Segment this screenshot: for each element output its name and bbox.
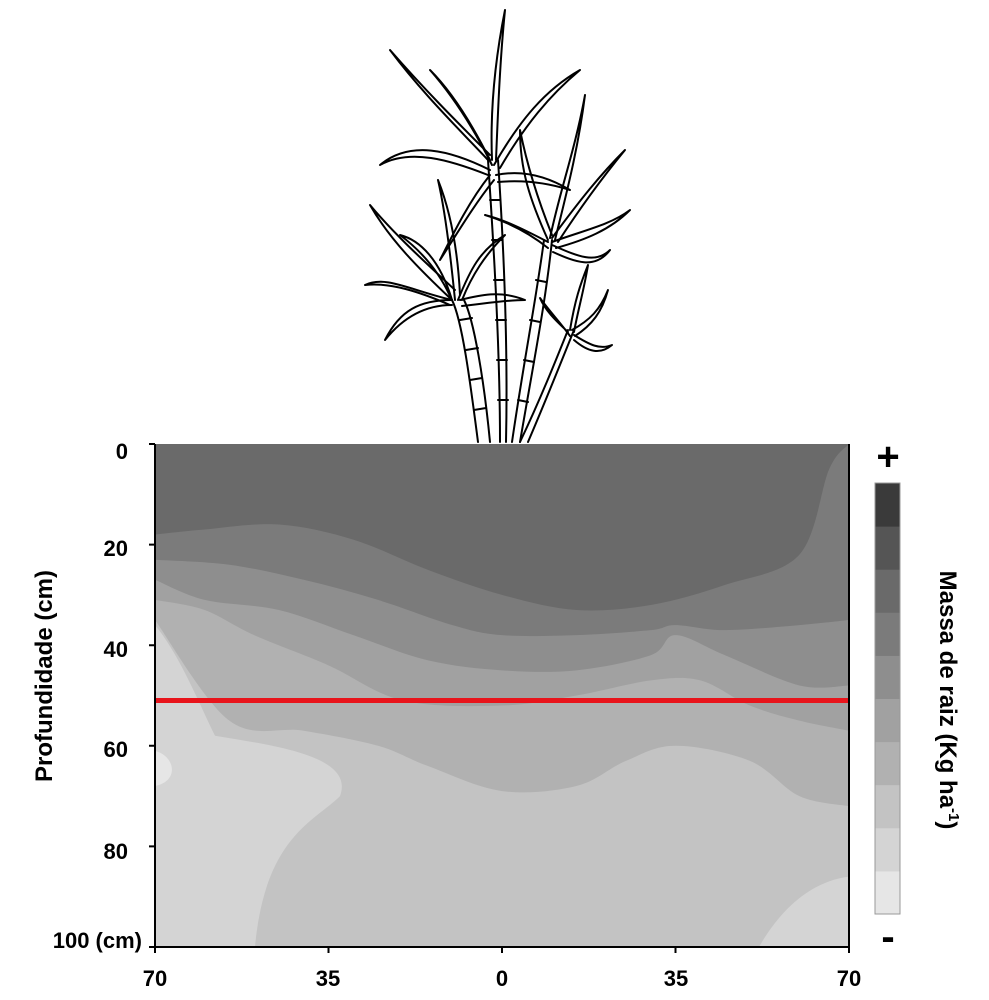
colorbar-level-3 — [875, 784, 900, 829]
colorbar-level-5 — [875, 698, 900, 743]
y-tick-labels: 0 20 40 60 80 100 (cm) — [53, 439, 142, 953]
colorbar-label-superscript: -1 — [945, 808, 962, 821]
root-mass-contour-plot — [155, 444, 849, 947]
contour-band-below-boundary-5 — [155, 620, 849, 947]
colorbar-level-7 — [875, 612, 900, 656]
colorbar-level-10 — [875, 483, 900, 527]
colorbar-level-2 — [875, 827, 900, 872]
colorbar-label-close: ) — [934, 821, 961, 829]
x-tick-left-70: 70 — [143, 966, 167, 991]
axes — [149, 443, 850, 953]
colorbar-label: Massa de raiz (Kg ha-1) — [934, 571, 962, 830]
light-patch-left — [155, 625, 342, 947]
colorbar-level-8 — [875, 569, 900, 613]
y-tick-80: 80 — [104, 839, 128, 864]
colorbar-level-9 — [875, 526, 900, 570]
y-axis-label: Profundidade (cm) — [31, 570, 58, 782]
y-tick-0: 0 — [116, 439, 128, 464]
colorbar — [874, 482, 901, 915]
sugarcane-plant-illustration — [364, 9, 631, 443]
colorbar-level-4 — [875, 741, 900, 786]
light-patch-bottom-right — [759, 876, 849, 947]
x-tick-labels: 70 35 0 35 70 — [143, 966, 861, 991]
colorbar-level-6 — [875, 655, 900, 699]
x-tick-0: 0 — [496, 966, 508, 991]
colorbar-plus-symbol: + — [876, 435, 899, 479]
x-tick-left-35: 35 — [316, 966, 340, 991]
colorbar-label-main: Massa de raiz (Kg ha — [934, 571, 961, 809]
y-tick-60: 60 — [104, 737, 128, 762]
x-tick-right-70: 70 — [837, 966, 861, 991]
colorbar-frame — [874, 482, 901, 915]
colorbar-level-1 — [875, 870, 900, 915]
colorbar-minus-symbol: - — [881, 915, 894, 959]
y-tick-20: 20 — [104, 536, 128, 561]
x-tick-right-35: 35 — [664, 966, 688, 991]
y-tick-40: 40 — [104, 637, 128, 662]
lighter-spot-left — [155, 750, 172, 787]
y-tick-100: 100 (cm) — [53, 928, 142, 953]
axis-frame — [149, 443, 850, 953]
